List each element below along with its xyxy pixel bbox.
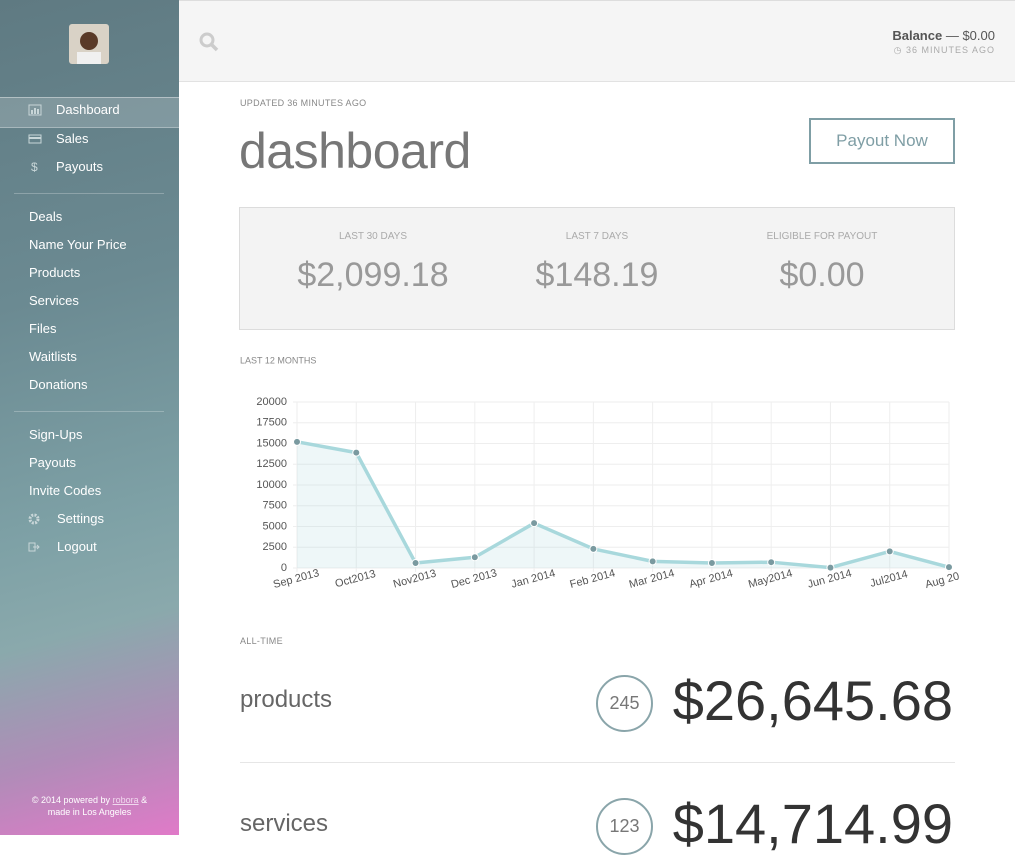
x-tick-label: Apr 2014 [688,568,734,591]
nav-item[interactable]: Dashboard [56,102,120,117]
y-tick-label: 17500 [256,417,287,429]
stat-value: $148.19 [535,256,659,294]
y-tick-label: 2500 [263,541,287,553]
row-total: $26,645.68 [672,669,953,732]
sidebar: $ Dashboard Sales Payouts Deals Name You… [0,0,179,835]
point [885,547,894,556]
chart: LAST 12 MONTHS 0 2500 5000 7500 10000 12500 15… [240,355,959,591]
nav-item[interactable]: Deals [29,209,63,224]
nav-item[interactable]: Donations [29,377,88,392]
nav-item[interactable]: Products [29,265,81,280]
divider [14,411,164,412]
stats-box: LAST 30 DAYS $2,099.18 LAST 7 DAYS $148.… [239,207,955,330]
stat-value: $0.00 [779,256,865,294]
balance-value: — $0.00 [945,28,995,43]
nav-item[interactable]: Sign-Ups [29,427,83,442]
x-tick-label: Jan 2014 [510,567,557,590]
nav-item[interactable]: Name Your Price [29,237,127,252]
x-tick-label: Nov2013 [392,568,438,591]
stat-label: LAST 30 DAYS [339,231,407,242]
point [352,448,361,457]
footer-text: made in Los Angeles [47,807,132,817]
icon [28,513,40,525]
footer-link[interactable]: robora [112,795,139,805]
page-title: dashboard [239,123,471,179]
point [945,563,953,572]
payout-button[interactable]: Payout Now [809,118,955,164]
footer-text: © 2014 powered by [31,795,111,805]
stat-label: LAST 7 DAYS [565,231,629,242]
x-tick-label: May2014 [747,567,794,590]
chart-title: LAST 12 MONTHS [240,355,316,365]
point [648,557,657,566]
footer-text: & [141,795,148,805]
divider [14,193,164,194]
point [589,544,598,553]
y-tick-label: 12500 [256,458,287,470]
nav-item[interactable]: Payouts [29,455,76,470]
row-divider [240,762,955,763]
icon [28,134,42,144]
stat-value: $2,099.18 [297,256,449,294]
point [293,437,301,446]
updated: UPDATED 36 MINUTES AGO [240,98,367,108]
updated-text: 36 MINUTES AGO [905,45,995,55]
search-icon[interactable] [199,32,221,54]
nav-item[interactable]: Logout [57,539,97,554]
icon: $ [31,160,38,174]
x-tick-label: Sep 2013 [272,567,321,591]
nav-item[interactable]: Settings [57,511,104,526]
nav-item[interactable]: Payouts [56,159,103,174]
point [826,563,835,572]
nav-item[interactable]: Files [29,321,57,336]
y-tick-label: 15000 [256,437,287,449]
area [297,441,949,568]
avatar[interactable] [69,24,109,64]
row-count: 245 [596,675,653,732]
y-tick-label: 7500 [263,500,287,512]
active-nav-bg [0,97,179,128]
x-tick-label: Jul2014 [869,568,909,590]
balance: Balance — $0.00 [892,28,995,43]
point [767,558,776,567]
point [411,559,420,568]
topbar-updated: ◷ 36 MINUTES AGO [893,45,995,55]
y-tick-label: 10000 [256,479,287,491]
nav-item[interactable]: Sales [56,131,89,146]
balance-label: Balance [892,28,943,43]
nav-item[interactable]: Services [29,293,79,308]
x-tick-label: Aug 2014 [924,567,959,591]
point [530,519,539,528]
row-total: $14,714.99 [672,792,953,855]
y-tick-label: 0 [281,562,287,574]
row-count: 123 [596,798,653,855]
icon [28,104,42,116]
row-name: products [240,686,333,713]
x-tick-label: Dec 2013 [450,567,499,591]
y-tick-label: 20000 [256,396,287,408]
nav-item[interactable]: Invite Codes [29,483,102,498]
point [707,559,716,568]
row-name: services [240,810,329,837]
x-tick-label: Oct2013 [334,568,377,590]
footer: © 2014 powered by robora & made in Los A… [0,794,179,818]
x-tick-label: Feb 2014 [569,567,617,591]
y-tick-label: 5000 [263,520,287,532]
topbar: Balance — $0.00 ◷ 36 MINUTES AGO [179,0,1015,82]
x-tick-label: Mar 2014 [628,567,676,591]
nav-item[interactable]: Waitlists [29,349,77,364]
stat-label: ELIGIBLE FOR PAYOUT [766,231,878,242]
line [296,440,950,570]
icon [28,542,40,552]
point [470,553,479,562]
section-label: ALL-TIME [240,636,283,646]
